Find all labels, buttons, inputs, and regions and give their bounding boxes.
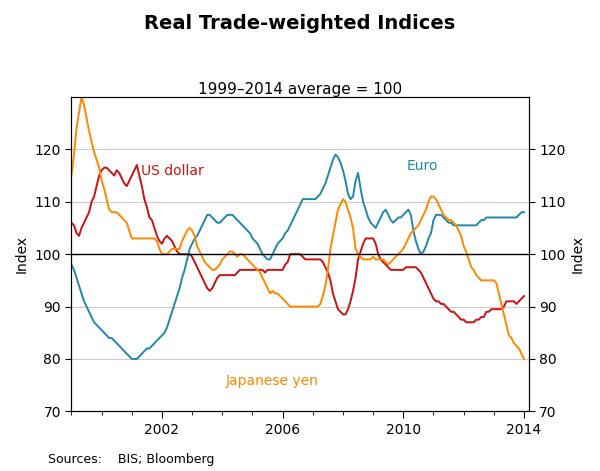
Text: Japanese yen: Japanese yen xyxy=(226,374,318,388)
Y-axis label: Index: Index xyxy=(15,235,29,273)
Text: Real Trade-weighted Indices: Real Trade-weighted Indices xyxy=(145,14,455,33)
Y-axis label: Index: Index xyxy=(571,235,585,273)
Text: US dollar: US dollar xyxy=(141,164,203,178)
Text: Euro: Euro xyxy=(406,159,438,173)
Title: 1999–2014 average = 100: 1999–2014 average = 100 xyxy=(198,82,402,97)
Text: Sources:    BIS; Bloomberg: Sources: BIS; Bloomberg xyxy=(48,453,214,466)
